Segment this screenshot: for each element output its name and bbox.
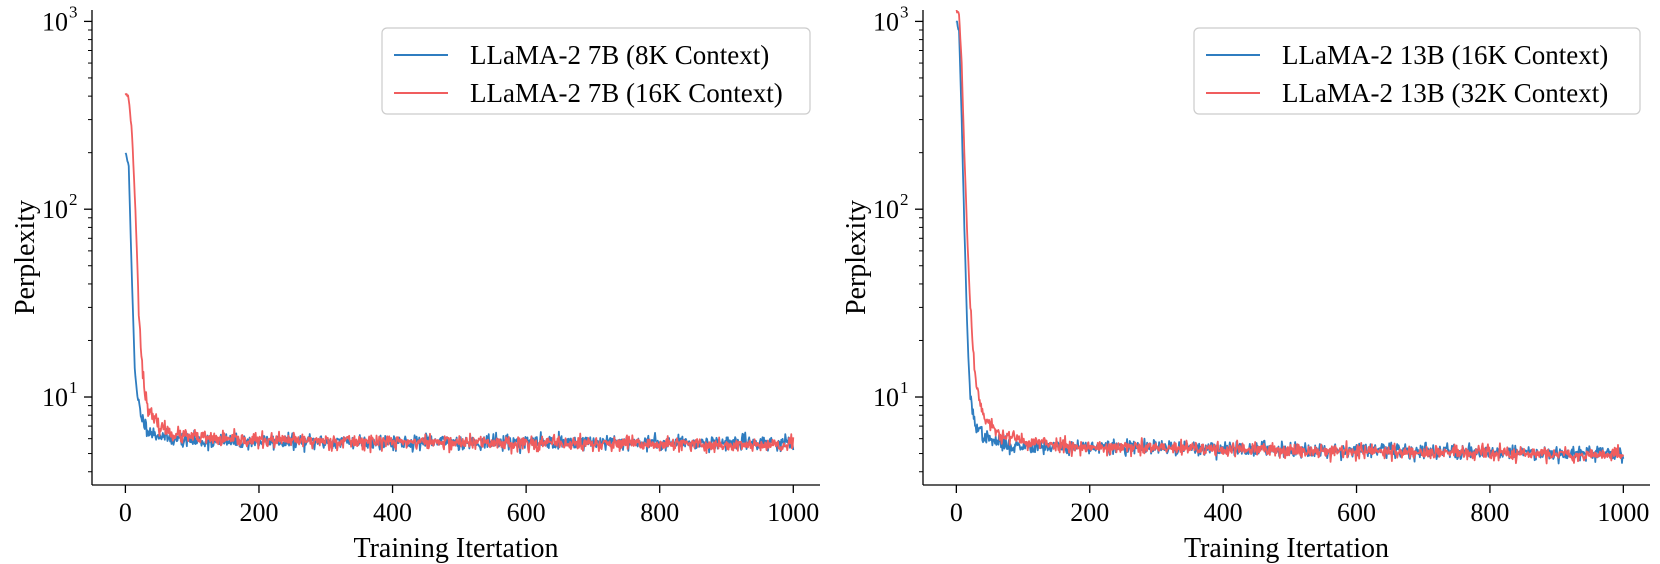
y-tick-exponent: 3 bbox=[69, 2, 78, 21]
legend-label-2: LLaMA-2 7B (16K Context) bbox=[470, 78, 783, 108]
series-line-2 bbox=[955, 10, 1625, 465]
y-tick-exponent: 2 bbox=[900, 190, 909, 209]
legend-label-1: LLaMA-2 7B (8K Context) bbox=[470, 40, 769, 70]
y-tick-label: 10 bbox=[42, 195, 68, 224]
y-tick-exponent: 2 bbox=[69, 190, 78, 209]
x-tick-label: 600 bbox=[507, 498, 546, 527]
y-axis-label: Perplexity bbox=[841, 200, 872, 315]
x-axis-label: Training Itertation bbox=[353, 533, 558, 564]
y-axis-label: Perplexity bbox=[10, 200, 41, 315]
y-tick-label: 10 bbox=[42, 7, 68, 36]
x-tick-label: 1000 bbox=[1597, 498, 1649, 527]
x-tick-label: 800 bbox=[640, 498, 679, 527]
y-tick-label: 10 bbox=[873, 7, 899, 36]
x-axis-label: Training Itertation bbox=[1184, 533, 1389, 564]
legend-box bbox=[1193, 27, 1641, 115]
x-tick-label: 800 bbox=[1470, 498, 1509, 527]
y-tick-exponent: 3 bbox=[900, 2, 909, 21]
x-tick-label: 200 bbox=[1070, 498, 1109, 527]
y-tick-exponent: 1 bbox=[69, 378, 78, 397]
x-tick-label: 0 bbox=[950, 498, 963, 527]
x-tick-label: 0 bbox=[119, 498, 132, 527]
y-tick-label: 10 bbox=[42, 383, 68, 412]
series-line-2 bbox=[124, 92, 795, 455]
x-tick-label: 600 bbox=[1337, 498, 1376, 527]
y-tick-exponent: 1 bbox=[900, 378, 909, 397]
legend-box bbox=[381, 27, 811, 115]
legend-label-2: LLaMA-2 13B (32K Context) bbox=[1282, 78, 1608, 108]
x-tick-label: 200 bbox=[239, 498, 278, 527]
y-tick-label: 10 bbox=[873, 195, 899, 224]
legend-label-1: LLaMA-2 13B (16K Context) bbox=[1282, 40, 1608, 70]
x-tick-label: 400 bbox=[373, 498, 412, 527]
x-tick-label: 1000 bbox=[767, 498, 819, 527]
y-tick-label: 10 bbox=[873, 383, 899, 412]
x-tick-label: 400 bbox=[1204, 498, 1243, 527]
series-line-1 bbox=[124, 152, 795, 455]
